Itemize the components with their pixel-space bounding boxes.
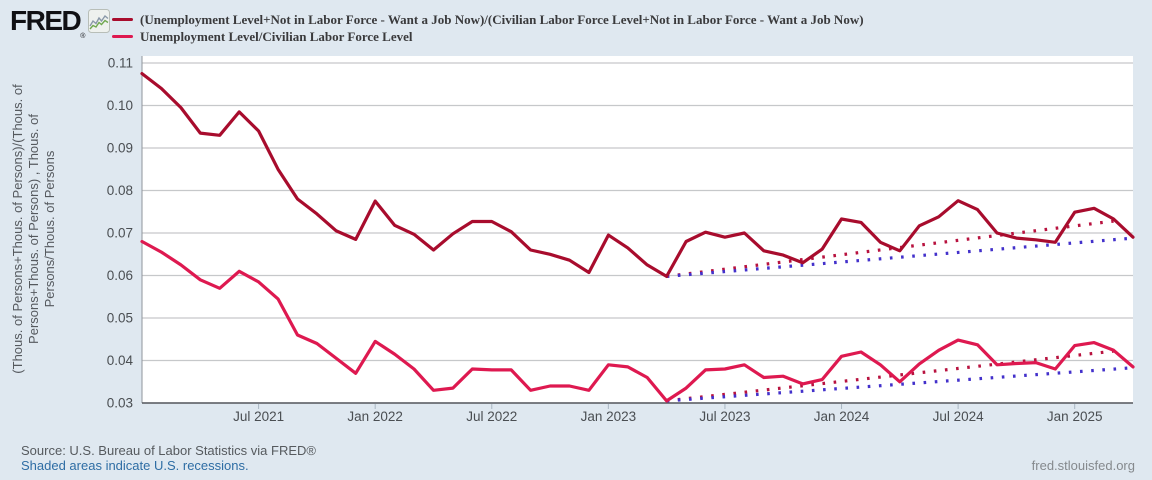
upper-series-trend-red	[666, 219, 1114, 278]
legend-swatch-lower-series	[112, 34, 133, 39]
fred-logo-text: FRED	[10, 5, 82, 36]
svg-text:0.03: 0.03	[107, 396, 133, 411]
svg-text:0.09: 0.09	[107, 141, 133, 156]
svg-text:Jul 2022: Jul 2022	[466, 409, 517, 424]
legend-label-lower-series: Unemployment Level/Civilian Labor Force …	[140, 28, 413, 44]
y-axis-title: (Thous. of Persons+Thous. of Persons)/(T…	[10, 84, 57, 374]
site-url: fred.stlouisfed.org	[1031, 458, 1135, 473]
legend-swatch-upper-series	[112, 17, 133, 22]
source-text: Source: U.S. Bureau of Labor Statistics …	[21, 443, 316, 458]
svg-text:Jul 2024: Jul 2024	[933, 409, 985, 424]
svg-text:0.07: 0.07	[107, 226, 133, 241]
legend-label-upper-series: (Unemployment Level+Not in Labor Force -…	[140, 11, 864, 27]
plot-area	[142, 56, 1133, 403]
registered-mark: ®	[80, 33, 86, 40]
svg-text:0.11: 0.11	[108, 56, 133, 71]
x-axis-labels: Jul 2021 Jan 2022 Jul 2022 Jan 2023 Jul 2023…	[233, 404, 1102, 424]
legend-item-lower-series: Unemployment Level/Civilian Labor Force …	[112, 28, 864, 45]
series-line-lower	[140, 239, 1135, 403]
sparkline-chart-icon	[88, 9, 110, 33]
svg-text:Jan 2023: Jan 2023	[581, 409, 637, 424]
svg-text:Jan 2025: Jan 2025	[1047, 409, 1103, 424]
svg-text:Jan 2024: Jan 2024	[814, 409, 870, 424]
svg-text:Jul 2023: Jul 2023	[699, 409, 750, 424]
chart-legend: (Unemployment Level+Not in Labor Force -…	[112, 11, 864, 45]
legend-item-upper-series: (Unemployment Level+Not in Labor Force -…	[112, 11, 864, 28]
y-axis-labels: 0.03 0.04 0.05 0.06 0.07 0.08 0.09 0.10 0.11	[107, 56, 134, 411]
svg-text:Persons/Thous. of Persons: Persons/Thous. of Persons	[42, 150, 57, 307]
svg-text:Persons+Thous. of Persons) , T: Persons+Thous. of Persons) , Thous. of	[26, 114, 41, 344]
recessions-note-link[interactable]: Shaded areas indicate U.S. recessions.	[21, 458, 249, 473]
lower-series-trend-red	[666, 349, 1114, 403]
svg-text:Jan 2022: Jan 2022	[347, 409, 403, 424]
fred-logo[interactable]: FRED®	[10, 6, 85, 52]
svg-text:0.10: 0.10	[107, 98, 133, 113]
gridlines	[142, 62, 1133, 404]
svg-text:0.06: 0.06	[107, 268, 133, 283]
series-line-upper	[140, 71, 1135, 278]
svg-text:(Thous. of Persons+Thous. of P: (Thous. of Persons+Thous. of Persons)/(T…	[10, 84, 25, 374]
svg-text:0.08: 0.08	[107, 183, 133, 198]
svg-text:0.04: 0.04	[107, 353, 134, 368]
svg-text:0.05: 0.05	[107, 311, 133, 326]
svg-text:Jul 2021: Jul 2021	[233, 409, 284, 424]
